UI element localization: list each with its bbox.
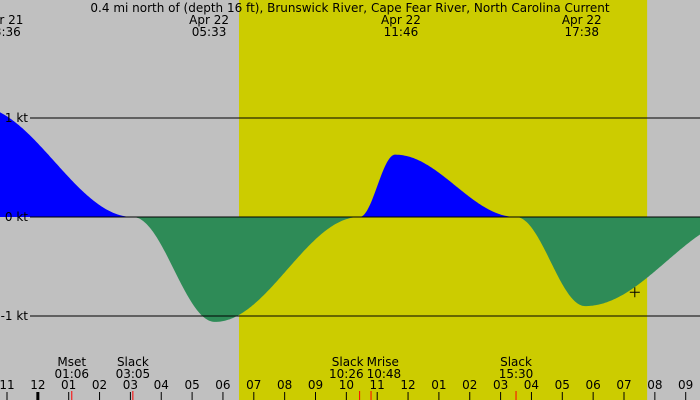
x-tick-label: 02 [462, 378, 477, 392]
ebb-current-area [0, 217, 700, 322]
top-time-label: 23:36 [0, 25, 21, 39]
top-time-label: 11:46 [384, 25, 419, 39]
x-tick-label: 10 [339, 378, 354, 392]
x-tick-label: 05 [184, 378, 199, 392]
x-tick-label: 06 [586, 378, 601, 392]
y-tick-label: 0 kt [5, 210, 28, 224]
x-tick-label: 07 [616, 378, 631, 392]
current-time-marker [629, 287, 640, 298]
x-tick-label: 08 [647, 378, 662, 392]
top-time-label: 17:38 [564, 25, 599, 39]
y-tick-label: -1 kt [1, 309, 29, 323]
event-time-label: 03:05 [116, 367, 151, 381]
top-date-label: Apr 22 [189, 13, 229, 27]
x-tick-label: 04 [154, 378, 169, 392]
top-time-label: 05:33 [192, 25, 227, 39]
event-time-label: 10:26 [329, 367, 364, 381]
x-tick-label: 09 [308, 378, 323, 392]
event-name-label: Slack [332, 355, 364, 369]
x-tick-label: 03 [123, 378, 138, 392]
x-tick-label: 04 [524, 378, 539, 392]
x-tick-label: 12 [400, 378, 415, 392]
event-name-label: Mset [57, 355, 86, 369]
event-time-label: 01:06 [54, 367, 89, 381]
x-tick-label: 05 [555, 378, 570, 392]
x-tick-label: 06 [215, 378, 230, 392]
event-time-label: 10:48 [367, 367, 402, 381]
x-tick-label: 12 [30, 378, 45, 392]
flood-current-area [0, 112, 700, 217]
top-date-label: Apr 21 [0, 13, 23, 27]
x-tick-label: 01 [61, 378, 76, 392]
y-tick-label: 1 kt [5, 111, 28, 125]
x-tick-label: 03 [493, 378, 508, 392]
x-tick-label: 01 [431, 378, 446, 392]
x-tick-label: 09 [678, 378, 693, 392]
top-date-label: Apr 22 [381, 13, 421, 27]
x-tick-label: 07 [246, 378, 261, 392]
top-date-label: Apr 22 [562, 13, 602, 27]
x-tick-label: 08 [277, 378, 292, 392]
x-tick-label: 11 [370, 378, 385, 392]
event-time-label: 15:30 [499, 367, 534, 381]
event-name-label: Slack [500, 355, 532, 369]
event-name-label: Slack [117, 355, 149, 369]
event-name-label: Mrise [367, 355, 399, 369]
chart-title: 0.4 mi north of (depth 16 ft), Brunswick… [90, 1, 609, 15]
x-tick-label: 02 [92, 378, 107, 392]
x-tick-label: 11 [0, 378, 15, 392]
